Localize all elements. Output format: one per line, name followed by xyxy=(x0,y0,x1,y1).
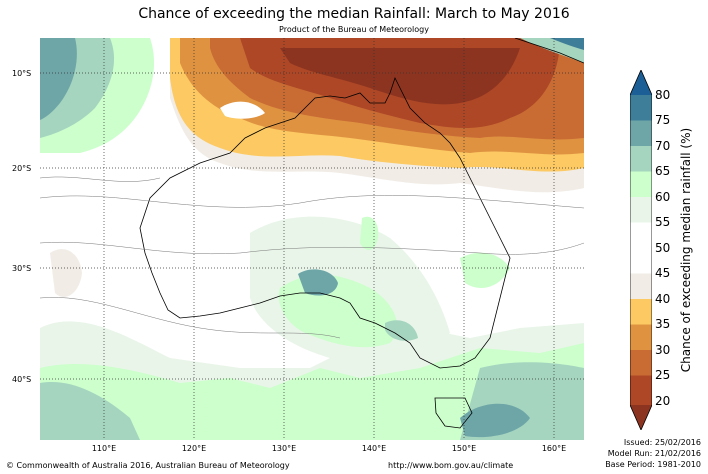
model-run-date: Model Run: 21/02/2016 xyxy=(607,449,701,458)
colorbar-band xyxy=(630,146,652,172)
lat-label-20s: 20°S xyxy=(12,164,32,173)
colorbar-band xyxy=(630,197,652,223)
lon-label-110e: 110°E xyxy=(91,444,117,453)
lat-label-40s: 40°S xyxy=(12,375,32,384)
colorbar-bottom-arrow xyxy=(630,405,652,430)
lon-label-150e: 150°E xyxy=(451,444,477,453)
colorbar-tick: 40 xyxy=(655,292,671,306)
lon-label-120e: 120°E xyxy=(181,444,207,453)
colorbar-title: Chance of exceeding median rainfall (%) xyxy=(679,127,693,373)
colorbar-band xyxy=(630,171,652,197)
colorbar-tick: 30 xyxy=(655,343,671,357)
lat-label-30s: 30°S xyxy=(12,264,32,273)
base-period: Base Period: 1981-2010 xyxy=(605,460,701,469)
colorbar-tick: 45 xyxy=(655,266,671,280)
colorbar-top-arrow xyxy=(630,70,652,95)
colorbar-band xyxy=(630,273,652,299)
lon-label-130e: 130°E xyxy=(271,444,297,453)
source-url[interactable]: http://www.bom.gov.au/climate xyxy=(388,461,514,470)
issued-date: Issued: 25/02/2016 xyxy=(623,438,701,447)
colorbar-tick: 75 xyxy=(655,113,671,127)
colorbar-tick: 80 xyxy=(655,88,671,102)
colorbar-tick: 65 xyxy=(655,164,671,178)
colorbar-band xyxy=(630,299,652,325)
colorbar-tick: 25 xyxy=(655,368,671,382)
colorbar-tick: 35 xyxy=(655,317,671,331)
rainfall-outlook-map xyxy=(40,38,584,440)
lon-label-160e: 160°E xyxy=(541,444,567,453)
colorbar-band xyxy=(630,248,652,274)
colorbar-tick: 70 xyxy=(655,139,671,153)
colorbar-band xyxy=(630,350,652,376)
lon-label-140e: 140°E xyxy=(361,444,387,453)
map-subtitle: Product of the Bureau of Meteorology xyxy=(279,25,429,34)
colorbar-tick: 20 xyxy=(655,394,671,408)
colorbar-tick: 55 xyxy=(655,215,671,229)
colorbar-band xyxy=(630,222,652,248)
colorbar-tick: 50 xyxy=(655,241,671,255)
lat-label-10s: 10°S xyxy=(12,69,32,78)
colorbar-band xyxy=(630,95,652,121)
colorbar-tick: 60 xyxy=(655,190,671,204)
colorbar-band xyxy=(630,120,652,146)
colorbar-band xyxy=(630,324,652,350)
copyright-text: © Commonwealth of Australia 2016, Austra… xyxy=(6,461,290,470)
map-title: Chance of exceeding the median Rainfall:… xyxy=(138,6,570,22)
colorbar xyxy=(630,70,652,430)
colorbar-band xyxy=(630,375,652,405)
